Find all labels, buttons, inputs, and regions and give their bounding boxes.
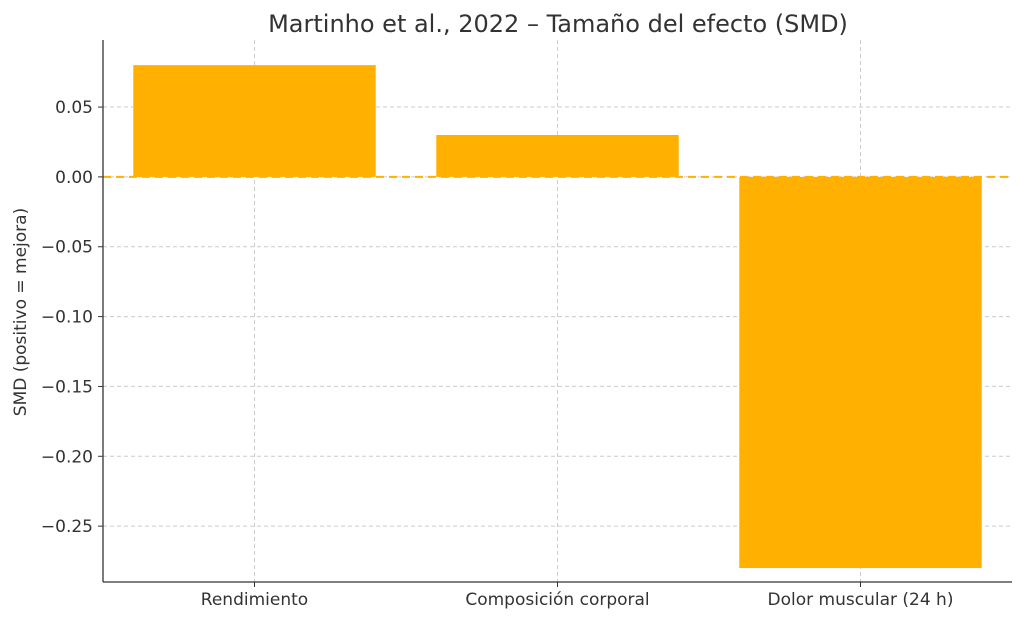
- chart-title: Martinho et al., 2022 – Tamaño del efect…: [268, 10, 848, 38]
- y-tick-label: −0.05: [41, 238, 93, 258]
- bars: [133, 65, 982, 569]
- y-axis-label: SMD (positivo = mejora): [11, 208, 31, 416]
- y-tick-label: −0.10: [41, 308, 93, 328]
- bar: [133, 65, 376, 177]
- bar: [436, 134, 679, 177]
- bar: [739, 176, 982, 569]
- y-tick-label: −0.25: [41, 517, 93, 537]
- x-tick-label: Rendimiento: [201, 590, 308, 610]
- y-ticks: 0.05 0.00 −0.05 −0.10 −0.15 −0.20 −0.25: [41, 98, 103, 537]
- y-tick-label: 0.00: [55, 168, 93, 188]
- y-tick-label: −0.20: [41, 447, 93, 467]
- y-tick-label: −0.15: [41, 377, 93, 397]
- x-tick-label: Dolor muscular (24 h): [768, 590, 954, 610]
- y-tick-label: 0.05: [55, 98, 93, 118]
- x-ticks: Rendimiento Composición corporal Dolor mus…: [201, 582, 954, 610]
- x-tick-label: Composición corporal: [465, 590, 649, 610]
